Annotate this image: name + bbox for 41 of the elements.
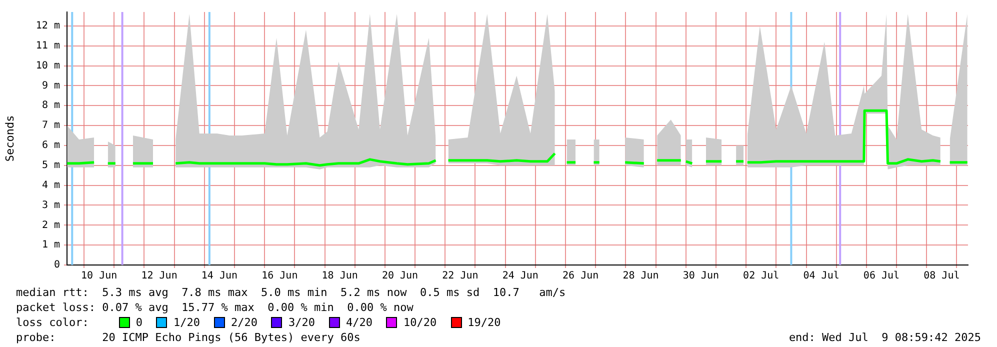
text: median rtt: 5.3 ms avg 7.8 ms max 5.0 ms min 5.2 ms now 0.5 ms sd 10.7 am/s [15, 285, 567, 300]
y-tick-label: 7 m [42, 120, 60, 132]
x-tick-label: 30 Jun [682, 270, 719, 282]
x-tick-label: 10 Jun [81, 270, 118, 282]
y-tick-label: 4 m [42, 180, 60, 191]
y-tick-label: 3 m [42, 200, 60, 211]
text: loss color: [16, 315, 89, 330]
x-tick-label: 14 Jun [201, 270, 238, 282]
y-tick-label: 8 m [42, 100, 60, 112]
text: 10/20 [403, 315, 437, 330]
x-tick-label: 26 Jun [562, 270, 599, 282]
text: 0 [136, 315, 142, 330]
x-tick-label: 20 Jun [382, 270, 418, 282]
y-tick-label: 12 m [36, 20, 60, 32]
y-tick-label: 10 m [36, 60, 60, 72]
x-tick-label: 18 Jun [322, 270, 358, 282]
text: probe: 20 ICMP Echo Pings (56 Bytes) every 60s [16, 330, 360, 345]
text: 3/20 [288, 315, 315, 330]
text: end: Wed Jul 9 08:59:42 2025 [788, 330, 981, 345]
x-tick-label: 24 Jun [502, 270, 538, 282]
x-tick-label: 04 Jul [803, 270, 840, 282]
y-axis-title: Seconds [3, 115, 16, 162]
y-tick-label: 2 m [42, 220, 60, 231]
text: packet loss: 0.07 % avg 15.77 % max 0.00 % min 0.00 % now [15, 300, 414, 315]
text: 2/20 [230, 315, 258, 330]
y-tick-label: 5 m [42, 160, 60, 171]
x-tick-label: 22 Jun [442, 270, 478, 282]
y-tick-label: 11 m [36, 40, 60, 52]
text: 4/20 [346, 315, 372, 330]
x-tick-label: 28 Jun [622, 270, 659, 282]
x-tick-label: 16 Jun [262, 270, 298, 282]
x-tick-label: 12 Jun [141, 270, 178, 282]
y-tick-label: 6 m [42, 140, 60, 152]
y-tick-label: 9 m [42, 80, 60, 92]
x-tick-label: 06 Jul [863, 270, 900, 282]
y-tick-label: 1 m [42, 240, 60, 251]
text: 19/20 [468, 315, 501, 330]
x-tick-label: 08 Jul [924, 270, 960, 282]
text: 1/20 [173, 315, 200, 330]
y-tick-label: 0 [54, 260, 60, 271]
x-tick-label: 02 Jul [743, 270, 780, 282]
